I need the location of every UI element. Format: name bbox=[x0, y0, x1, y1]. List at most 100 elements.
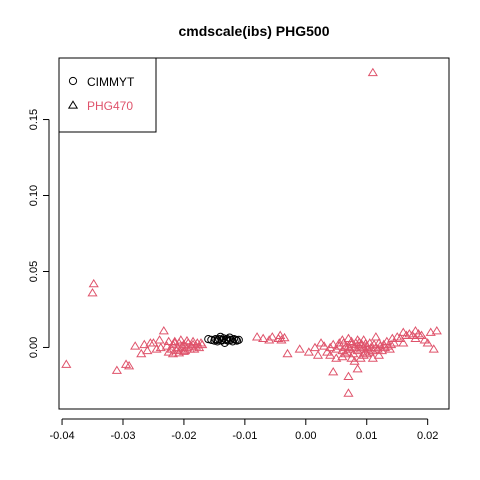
data-point-triangle bbox=[328, 339, 339, 349]
data-point-circle bbox=[223, 335, 232, 344]
data-point-triangle bbox=[343, 333, 354, 342]
data-point-triangle bbox=[389, 338, 400, 347]
y-tick-label: 0.10 bbox=[28, 185, 40, 206]
data-point-triangle bbox=[309, 342, 321, 352]
data-point-triangle bbox=[367, 67, 378, 77]
data-point-triangle bbox=[354, 337, 365, 346]
data-point-triangle bbox=[370, 342, 381, 352]
x-tick-label: 0.02 bbox=[417, 430, 438, 442]
data-point-triangle bbox=[322, 347, 333, 356]
data-point-triangle bbox=[349, 342, 360, 352]
data-point-triangle bbox=[337, 335, 348, 344]
data-point-triangle bbox=[258, 333, 269, 342]
data-point-circle bbox=[226, 335, 235, 344]
data-point-triangle bbox=[343, 341, 354, 350]
data-point-triangle bbox=[343, 388, 354, 397]
data-point-circle bbox=[231, 335, 240, 344]
data-point-triangle bbox=[373, 338, 385, 347]
data-point-triangle bbox=[111, 365, 122, 374]
y-tick-label: 0.00 bbox=[28, 337, 40, 358]
x-tick-label: 0.00 bbox=[295, 430, 316, 442]
x-tick-label: -0.04 bbox=[50, 430, 75, 442]
data-point-triangle bbox=[431, 326, 442, 335]
data-point-triangle bbox=[425, 327, 436, 336]
data-point-triangle bbox=[130, 341, 141, 350]
data-point-triangle bbox=[161, 341, 172, 350]
data-point-triangle bbox=[163, 347, 174, 356]
data-point-triangle bbox=[352, 363, 363, 373]
data-point-triangle bbox=[384, 344, 395, 353]
data-point-triangle bbox=[61, 359, 72, 368]
data-point-triangle bbox=[416, 330, 427, 339]
data-point-triangle bbox=[398, 327, 409, 336]
data-point-triangle bbox=[346, 353, 357, 362]
chart-marks bbox=[61, 67, 442, 397]
data-point-triangle bbox=[154, 335, 165, 344]
chart-title: cmdscale(ibs) PHG500 bbox=[179, 23, 330, 39]
data-point-triangle bbox=[325, 350, 336, 359]
data-point-triangle bbox=[373, 350, 385, 359]
data-point-triangle bbox=[155, 342, 166, 352]
x-tick-label: -0.01 bbox=[232, 430, 257, 442]
data-point-triangle bbox=[167, 348, 179, 358]
data-point-triangle bbox=[428, 344, 439, 353]
data-point-triangle bbox=[318, 341, 330, 350]
x-tick-label: -0.03 bbox=[110, 430, 135, 442]
data-point-triangle bbox=[346, 336, 357, 346]
data-point-triangle bbox=[139, 339, 150, 349]
y-axis: 0.00 0.05 0.10 0.15 bbox=[28, 109, 50, 358]
data-point-triangle bbox=[294, 344, 305, 353]
data-point-triangle bbox=[343, 371, 354, 380]
data-point-triangle bbox=[340, 348, 351, 358]
data-point-triangle bbox=[303, 347, 314, 356]
data-point-triangle bbox=[251, 332, 263, 341]
data-point-triangle bbox=[276, 335, 287, 344]
data-point-triangle bbox=[328, 367, 339, 376]
data-point-triangle bbox=[312, 350, 324, 359]
legend: CIMMYT PHG470 bbox=[58, 57, 157, 133]
x-tick-label: 0.01 bbox=[356, 430, 377, 442]
data-point-triangle bbox=[422, 338, 433, 347]
data-point-triangle bbox=[419, 335, 430, 344]
x-tick-label: -0.02 bbox=[171, 430, 196, 442]
data-point-triangle bbox=[181, 335, 193, 345]
y-tick-label: 0.05 bbox=[28, 261, 40, 282]
data-point-triangle bbox=[275, 330, 286, 339]
data-point-circle bbox=[213, 335, 222, 344]
legend-circle-icon bbox=[68, 76, 78, 86]
data-point-triangle bbox=[123, 360, 135, 370]
data-point-triangle bbox=[187, 336, 199, 346]
y-tick-label: 0.15 bbox=[28, 109, 40, 130]
data-point-circle bbox=[234, 335, 243, 344]
data-point-triangle bbox=[151, 344, 162, 353]
data-point-triangle bbox=[386, 339, 397, 349]
data-point-triangle bbox=[267, 332, 278, 341]
data-point-triangle bbox=[334, 338, 345, 347]
data-point-triangle bbox=[163, 336, 174, 346]
data-point-triangle bbox=[360, 338, 371, 348]
data-point-triangle bbox=[407, 330, 418, 339]
data-point-triangle bbox=[169, 336, 180, 346]
data-point-triangle bbox=[88, 278, 99, 288]
legend-label-series-2: PHG470 bbox=[87, 99, 133, 113]
data-point-circle bbox=[207, 335, 216, 344]
data-point-circle bbox=[218, 335, 227, 344]
data-point-triangle bbox=[282, 348, 293, 358]
data-point-triangle bbox=[158, 326, 169, 335]
data-point-triangle bbox=[410, 326, 421, 335]
legend-box bbox=[58, 57, 157, 133]
data-point-triangle bbox=[279, 332, 290, 342]
data-point-triangle bbox=[364, 347, 375, 356]
x-axis: -0.04 -0.03 -0.02 -0.01 0.00 0.01 0.02 bbox=[50, 418, 438, 442]
data-point-triangle bbox=[142, 345, 153, 355]
data-point-triangle bbox=[398, 338, 409, 347]
plot-frame bbox=[58, 57, 450, 410]
data-point-triangle bbox=[175, 335, 186, 344]
legend-label-series-1: CIMMYT bbox=[87, 75, 135, 89]
data-point-triangle bbox=[87, 288, 98, 297]
data-point-triangle bbox=[197, 339, 208, 349]
data-point-triangle bbox=[178, 346, 190, 355]
data-point-triangle bbox=[370, 332, 381, 341]
legend-triangle-icon bbox=[67, 100, 79, 109]
